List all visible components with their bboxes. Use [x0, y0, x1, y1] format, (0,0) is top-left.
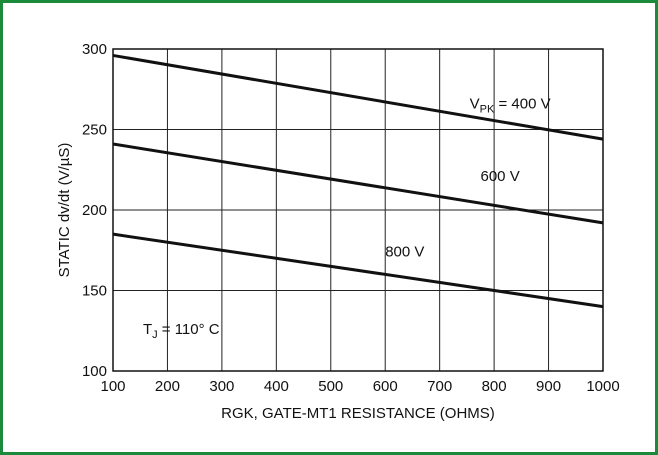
y-tick-label: 150 — [82, 283, 107, 300]
x-tick-label: 300 — [209, 378, 234, 395]
annotation-text: TJ = 110° C — [143, 321, 220, 341]
x-tick-label: 500 — [318, 378, 343, 395]
x-tick-labels: 100 200 300 400 500 600 700 800 900 1000 — [100, 378, 619, 395]
series-labels: VPK = 400 V 600 V 800 V — [385, 96, 550, 261]
series-label: VPK = 400 V — [470, 96, 551, 116]
y-tick-label: 250 — [82, 122, 107, 139]
x-tick-label: 200 — [155, 378, 180, 395]
series-line — [112, 142, 604, 225]
x-axis-label: RGK, GATE-MT1 RESISTANCE (OHMS) — [221, 405, 495, 422]
series-label: 600 V — [481, 168, 520, 185]
y-tick-label: 100 — [82, 363, 107, 380]
x-tick-label: 400 — [264, 378, 289, 395]
x-tick-label: 800 — [482, 378, 507, 395]
x-tick-label: 900 — [536, 378, 561, 395]
temperature-annotation: TJ = 110° C — [143, 321, 220, 341]
y-tick-labels: 100 150 200 250 300 — [82, 41, 107, 380]
series-lines — [112, 53, 604, 309]
y-tick-label: 300 — [82, 41, 107, 58]
series-line — [112, 53, 604, 141]
series-line — [112, 232, 604, 309]
x-tick-label: 700 — [427, 378, 452, 395]
x-tick-label: 600 — [373, 378, 398, 395]
plot-area — [112, 48, 604, 372]
y-axis-label: STATIC dv/dt (V/µS) — [56, 143, 73, 278]
y-tick-label: 200 — [82, 202, 107, 219]
x-tick-label: 100 — [100, 378, 125, 395]
series-label: 800 V — [385, 244, 424, 261]
line-chart: 100 200 300 400 500 600 700 800 900 1000 100 150 20… — [56, 41, 620, 422]
x-tick-label: 1000 — [586, 378, 619, 395]
